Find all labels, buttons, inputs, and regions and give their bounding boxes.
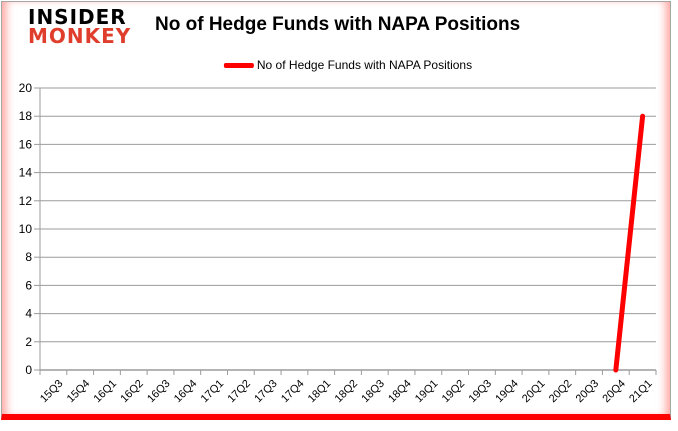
x-tick-label: 18Q3 [359,378,387,406]
x-tick-label: 17Q1 [199,378,227,406]
y-tick-label: 4 [25,307,32,321]
x-tick-label: 16Q4 [172,378,200,406]
chart-legend: No of Hedge Funds with NAPA Positions [223,58,473,72]
y-tick-label: 8 [25,250,32,264]
chart-frame: INSIDER MONKEY No of Hedge Funds with NA… [1,1,671,420]
x-tick-label: 19Q1 [413,378,441,406]
logo-monkey-text: MONKEY [28,24,132,48]
x-tick-label: 20Q1 [520,378,548,406]
x-tick-label: 18Q2 [333,378,361,406]
chart-area: 0 2 4 6 8 10 12 14 16 18 20 15Q3 15Q4 16Q1 16Q2 16Q3 16Q… [2,2,670,414]
x-tick-label: 18Q4 [386,378,414,406]
x-tick-label: 20Q2 [547,378,575,406]
insider-monkey-logo: INSIDER MONKEY [28,5,132,48]
x-tick-label: 19Q2 [440,378,468,406]
x-tick-label: 19Q3 [467,378,495,406]
x-tick-label: 15Q4 [65,378,93,406]
x-tick-label: 20Q4 [600,378,628,406]
y-tick-label: 2 [25,335,32,349]
legend-line-swatch [223,62,254,68]
legend-label: No of Hedge Funds with NAPA Positions [256,58,473,72]
y-tick-label: 0 [25,363,32,377]
y-tick-label: 12 [19,194,33,208]
x-tick-label: 16Q1 [92,378,120,406]
y-tick-label: 16 [19,137,33,151]
logo-insider-text: INSIDER [28,5,127,29]
x-tick-label: 17Q2 [225,378,253,406]
chart-title: No of Hedge Funds with NAPA Positions [155,14,521,35]
x-tick-label: 15Q3 [38,378,66,406]
x-tick-label: 18Q1 [306,378,334,406]
x-tick-label: 16Q3 [145,378,173,406]
y-tick-label: 10 [19,222,33,236]
x-tick-label: 17Q4 [279,378,307,406]
x-tick-label: 21Q1 [627,378,655,406]
chart-svg: 0 2 4 6 8 10 12 14 16 18 20 15Q3 15Q4 16Q1 16Q2 16Q3 16Q… [19,81,657,406]
x-tick-label: 19Q4 [493,378,521,406]
x-tick-label: 20Q3 [574,378,602,406]
series-line [613,113,646,373]
y-tick-label: 20 [19,81,33,95]
y-tick-label: 18 [19,109,33,123]
y-tick-label: 6 [25,278,32,292]
y-tick-label: 14 [19,166,33,180]
x-tick-label: 16Q2 [118,378,146,406]
x-tick-label: 17Q3 [252,378,280,406]
